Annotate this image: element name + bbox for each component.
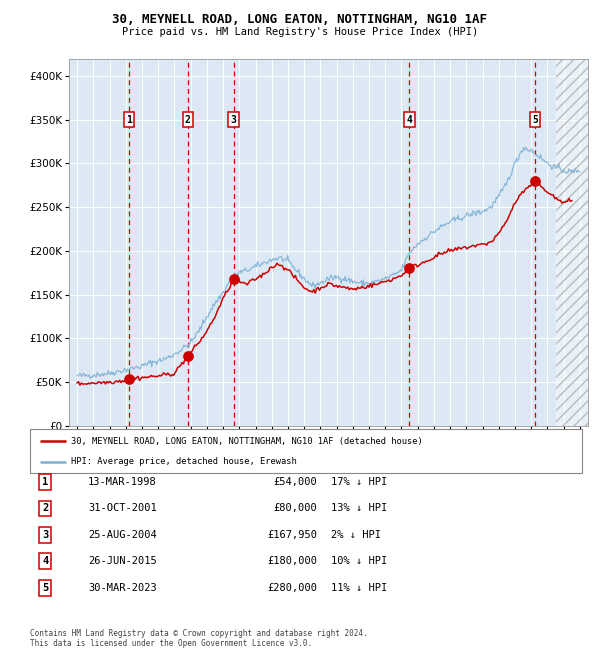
FancyBboxPatch shape [30, 429, 582, 473]
Text: 13% ↓ HPI: 13% ↓ HPI [331, 503, 387, 514]
Text: £167,950: £167,950 [267, 530, 317, 540]
Text: 2: 2 [185, 114, 191, 125]
Text: 3: 3 [43, 530, 49, 540]
Text: 31-OCT-2001: 31-OCT-2001 [88, 503, 157, 514]
Text: 25-AUG-2004: 25-AUG-2004 [88, 530, 157, 540]
Text: 1: 1 [126, 114, 132, 125]
Text: 2% ↓ HPI: 2% ↓ HPI [331, 530, 381, 540]
Point [229, 274, 238, 284]
Point [183, 350, 193, 361]
Text: 11% ↓ HPI: 11% ↓ HPI [331, 583, 387, 593]
Text: 5: 5 [532, 114, 538, 125]
Bar [556, 58, 590, 426]
Text: 5: 5 [43, 583, 49, 593]
Bar [556, 58, 590, 426]
Point [404, 263, 414, 274]
Text: £54,000: £54,000 [273, 477, 317, 487]
Text: HPI: Average price, detached house, Erewash: HPI: Average price, detached house, Erew… [71, 457, 297, 466]
Text: 17% ↓ HPI: 17% ↓ HPI [331, 477, 387, 487]
Text: 2: 2 [43, 503, 49, 514]
Text: £180,000: £180,000 [267, 556, 317, 566]
Text: 30-MAR-2023: 30-MAR-2023 [88, 583, 157, 593]
Text: Price paid vs. HM Land Registry's House Price Index (HPI): Price paid vs. HM Land Registry's House … [122, 27, 478, 37]
Point [530, 176, 540, 186]
Text: 4: 4 [43, 556, 49, 566]
Text: 13-MAR-1998: 13-MAR-1998 [88, 477, 157, 487]
Text: 4: 4 [406, 114, 412, 125]
Text: 30, MEYNELL ROAD, LONG EATON, NOTTINGHAM, NG10 1AF (detached house): 30, MEYNELL ROAD, LONG EATON, NOTTINGHAM… [71, 437, 423, 446]
Text: £280,000: £280,000 [267, 583, 317, 593]
Text: 3: 3 [230, 114, 236, 125]
Text: 26-JUN-2015: 26-JUN-2015 [88, 556, 157, 566]
Text: 10% ↓ HPI: 10% ↓ HPI [331, 556, 387, 566]
Text: This data is licensed under the Open Government Licence v3.0.: This data is licensed under the Open Gov… [30, 639, 312, 648]
Text: 30, MEYNELL ROAD, LONG EATON, NOTTINGHAM, NG10 1AF: 30, MEYNELL ROAD, LONG EATON, NOTTINGHAM… [113, 13, 487, 26]
Text: £80,000: £80,000 [273, 503, 317, 514]
Text: 1: 1 [43, 477, 49, 487]
Text: Contains HM Land Registry data © Crown copyright and database right 2024.: Contains HM Land Registry data © Crown c… [30, 629, 368, 638]
Point [124, 373, 134, 384]
